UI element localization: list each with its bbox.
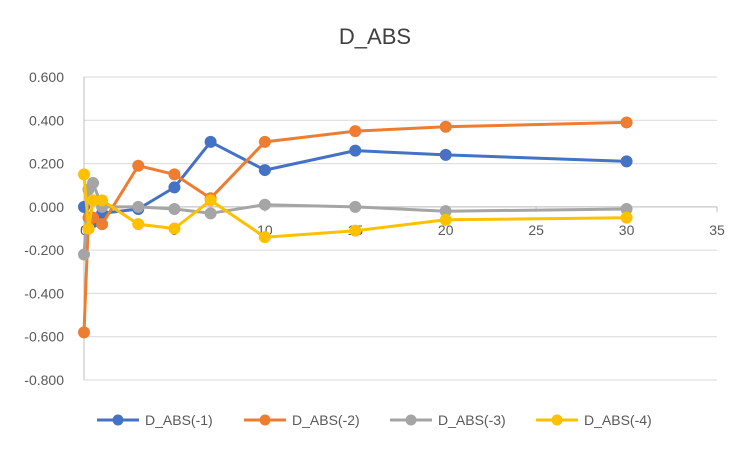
series-4: [78, 168, 633, 244]
data-point: [78, 248, 90, 261]
y-tick-label: 0.200: [29, 156, 64, 172]
data-point: [258, 198, 271, 211]
data-point: [78, 168, 90, 181]
legend-label: D_ABS(-3): [438, 412, 506, 428]
x-tick-label: 25: [528, 222, 544, 238]
data-point: [439, 213, 452, 226]
data-point: [168, 222, 181, 235]
x-tick-label: 30: [619, 222, 635, 238]
data-point: [168, 203, 181, 216]
data-point: [258, 231, 271, 244]
data-point: [168, 181, 181, 194]
legend-item: D_ABS(-3): [390, 412, 506, 428]
series-3: [78, 177, 633, 261]
data-point: [349, 200, 362, 213]
data-point: [96, 218, 109, 231]
data-point: [620, 211, 633, 224]
y-tick-label: -0.400: [24, 285, 64, 301]
data-point: [258, 164, 271, 177]
legend-item: D_ABS(-4): [536, 412, 652, 428]
data-point: [204, 135, 217, 148]
data-point: [132, 159, 145, 172]
y-tick-label: -0.200: [24, 242, 64, 258]
data-point: [620, 155, 633, 168]
data-point: [87, 177, 100, 190]
legend-label: D_ABS(-4): [584, 412, 652, 428]
legend-swatch-marker: [259, 414, 271, 426]
data-point: [439, 120, 452, 133]
data-point: [168, 168, 181, 181]
data-point: [78, 326, 90, 339]
data-point: [132, 200, 145, 213]
data-point: [439, 148, 452, 161]
data-point: [132, 218, 145, 231]
legend-item: D_ABS(-1): [97, 412, 213, 428]
data-point: [349, 224, 362, 237]
data-point: [96, 194, 109, 207]
data-point: [204, 207, 217, 220]
y-tick-label: -0.800: [24, 372, 64, 388]
x-tick-label: 20: [438, 222, 454, 238]
legend-swatch-marker: [112, 414, 124, 426]
y-tick-label: 0.400: [29, 112, 64, 128]
data-point: [620, 116, 633, 129]
series-layer: [78, 116, 633, 339]
legend: D_ABS(-1) D_ABS(-2) D_ABS(-3) D_ABS(-4): [97, 412, 652, 428]
legend-swatch-marker: [405, 414, 417, 426]
data-point: [349, 144, 362, 157]
legend-label: D_ABS(-1): [145, 412, 213, 428]
chart-title: D_ABS: [339, 24, 411, 49]
y-tick-label: 0.600: [29, 69, 64, 85]
x-tick-label: 35: [709, 222, 725, 238]
y-tick-label: -0.600: [24, 329, 64, 345]
data-point: [82, 222, 95, 235]
legend-item: D_ABS(-2): [244, 412, 360, 428]
data-point: [204, 194, 217, 207]
data-point: [349, 125, 362, 138]
y-tick-label: 0.000: [29, 199, 64, 215]
legend-swatch-marker: [551, 414, 563, 426]
legend-label: D_ABS(-2): [292, 412, 360, 428]
data-point: [258, 135, 271, 148]
